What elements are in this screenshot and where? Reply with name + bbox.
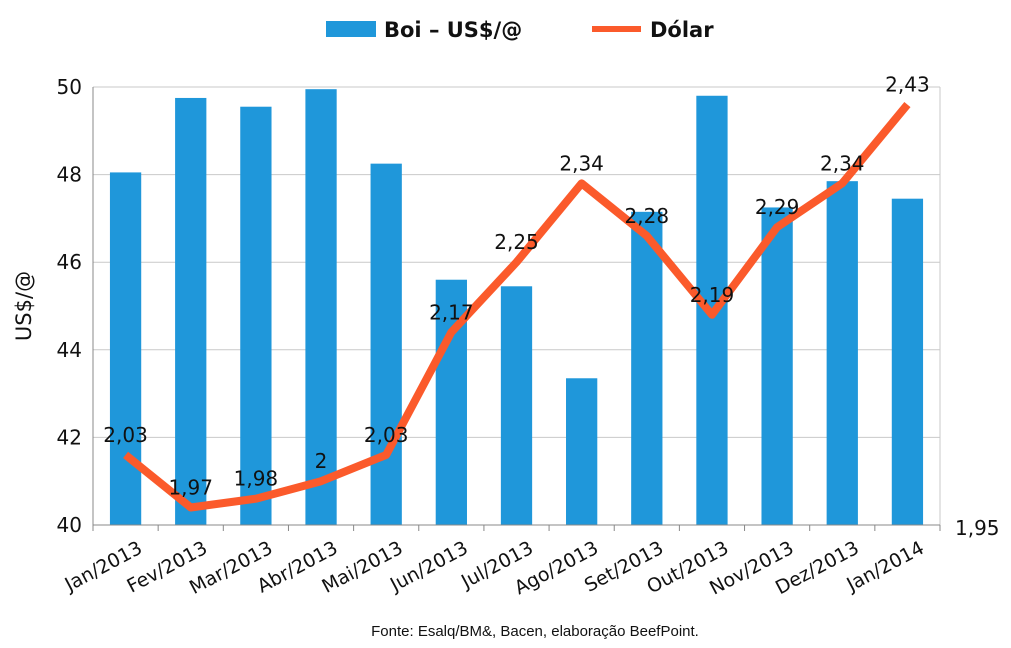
legend-label-dolar: Dólar	[650, 18, 714, 42]
bars	[109, 89, 924, 526]
y2-axis-ticks: 1,95	[955, 516, 1000, 540]
bar	[566, 378, 598, 525]
bar	[240, 106, 272, 526]
bar	[370, 163, 402, 525]
legend-swatch-boi	[326, 21, 376, 37]
data-label: 2,34	[559, 151, 604, 175]
source-note: Fonte: Esalq/BM&, Bacen, elaboração Beef…	[371, 623, 699, 640]
bar	[826, 181, 858, 526]
y-tick-label: 42	[57, 425, 82, 449]
data-label: 2,28	[625, 204, 670, 228]
data-label: 2,34	[820, 151, 865, 175]
bar	[500, 286, 533, 525]
data-label: 2,17	[429, 300, 474, 324]
legend: Boi – US$/@ Dólar	[326, 18, 714, 42]
data-label: 2,03	[364, 423, 409, 447]
legend-label-boi: Boi – US$/@	[384, 18, 522, 42]
data-label: 1,98	[234, 467, 279, 491]
dolar-line	[123, 101, 911, 512]
bar	[631, 211, 663, 525]
bar	[109, 172, 142, 525]
data-label: 2	[315, 449, 328, 473]
y-axis-title: US$/@	[12, 271, 36, 341]
data-label: 2,19	[690, 283, 735, 307]
x-axis-ticks: Jan/2013Fev/2013Mar/2013Abr/2013Mai/2013…	[61, 537, 928, 600]
y-tick-label: 48	[57, 163, 82, 187]
bar	[305, 89, 337, 525]
data-label: 1,97	[168, 475, 213, 499]
y-tick-label: 44	[57, 338, 82, 362]
data-label: 2,03	[103, 423, 148, 447]
bar	[761, 207, 793, 525]
data-label: 2,25	[494, 230, 539, 254]
y-tick-label: 40	[57, 513, 82, 537]
axes	[92, 87, 941, 531]
data-label: 2,29	[755, 195, 800, 219]
y2-tick-label: 1,95	[955, 516, 1000, 540]
data-labels: 2,03 1,97 1,98 2 2,03 2,17 2,25 2,34 2,28 2,19 2,2…	[103, 73, 929, 500]
y-tick-label: 50	[57, 75, 82, 99]
data-label: 2,43	[885, 73, 930, 97]
dolar-series-line	[123, 101, 911, 512]
bar	[175, 97, 207, 525]
y-tick-label: 46	[57, 250, 82, 274]
bar	[891, 198, 924, 525]
y-axis-ticks: 40 42 44 46 48 50	[57, 75, 82, 537]
